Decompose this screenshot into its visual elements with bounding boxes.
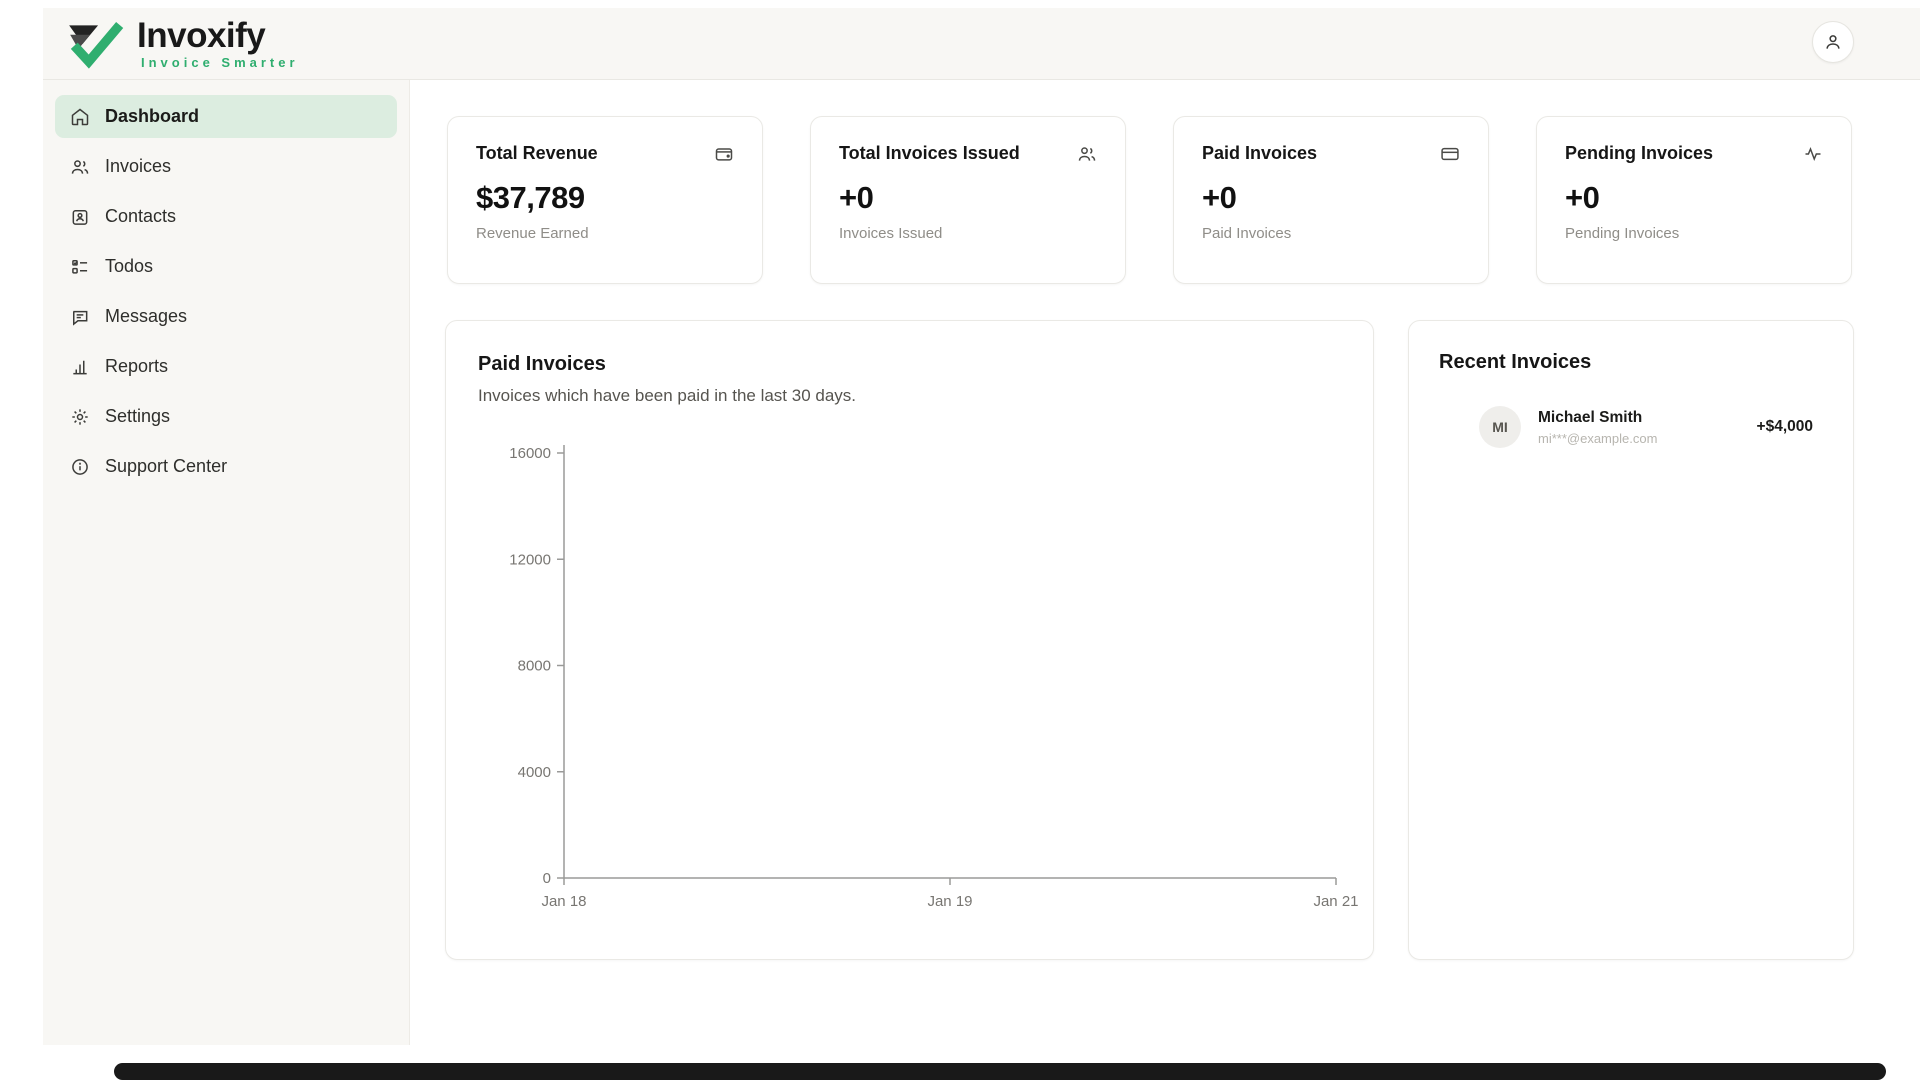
stat-caption: Pending Invoices: [1565, 225, 1680, 242]
users-icon: [70, 157, 90, 177]
stat-title: Total Invoices Issued: [839, 143, 1020, 163]
svg-text:8000: 8000: [518, 658, 551, 675]
gear-icon: [70, 407, 90, 427]
stats-row: Total Revenue $37,789 Revenue Earned Tot…: [447, 116, 1852, 284]
stat-value: +0: [1202, 180, 1237, 215]
sidebar-item-label: Todos: [105, 256, 154, 276]
svg-text:12000: 12000: [509, 551, 551, 568]
credit-card-icon: [1440, 144, 1460, 164]
content-row: Paid Invoices Invoices which have been p…: [445, 320, 1854, 960]
stat-title: Pending Invoices: [1565, 143, 1714, 163]
avatar: MI: [1479, 406, 1521, 448]
sidebar-item-invoices[interactable]: Invoices: [55, 145, 397, 188]
chart-title: Paid Invoices: [478, 353, 606, 375]
sidebar-item-label: Contacts: [105, 206, 177, 226]
contact-card-icon: [70, 207, 90, 227]
wallet-icon: [714, 144, 734, 164]
stat-caption: Revenue Earned: [476, 225, 589, 242]
paid-invoices-chart-card: Paid Invoices Invoices which have been p…: [445, 320, 1374, 960]
main-content: Total Revenue $37,789 Revenue Earned Tot…: [410, 80, 1920, 1045]
stat-title: Total Revenue: [476, 143, 598, 163]
chart-subtitle: Invoices which have been paid in the las…: [478, 386, 857, 405]
svg-text:16000: 16000: [509, 445, 551, 462]
recent-invoice-amount: +$4,000: [1756, 418, 1813, 435]
users-icon: [1077, 144, 1097, 164]
recent-invoices-list: MI Michael Smith mi***@example.com +$4,0…: [1439, 406, 1823, 448]
recent-invoice-name: Michael Smith: [1538, 408, 1643, 426]
sidebar-item-label: Invoices: [105, 156, 172, 176]
info-icon: [70, 457, 90, 477]
stat-value: $37,789: [476, 180, 585, 215]
sidebar-item-label: Dashboard: [105, 106, 200, 126]
brand-text: Invoxify Invoice Smarter: [137, 18, 299, 69]
recent-invoice-item[interactable]: MI Michael Smith mi***@example.com +$4,0…: [1479, 406, 1813, 448]
paid-invoices-chart: 0 4000 8000 12000 16000 Jan 18 Jan 19 Jan 21: [509, 445, 1359, 910]
bar-chart-icon: [70, 357, 90, 377]
stat-card-paid-invoices: Paid Invoices +0 Paid Invoices: [1173, 116, 1489, 284]
home-icon: [70, 107, 90, 127]
todo-list-icon: [70, 257, 90, 277]
sidebar-item-label: Messages: [105, 306, 188, 326]
stat-card-pending-invoices: Pending Invoices +0 Pending Invoices: [1536, 116, 1852, 284]
svg-text:Jan 19: Jan 19: [927, 893, 972, 910]
profile-button[interactable]: [1812, 21, 1854, 63]
brand-logo-icon: [69, 21, 124, 69]
stat-card-total-revenue: Total Revenue $37,789 Revenue Earned: [447, 116, 763, 284]
svg-text:Jan 18: Jan 18: [541, 893, 586, 910]
user-icon: [1826, 35, 1840, 49]
app-frame: Invoxify Invoice Smarter Dashboard Invoi…: [43, 8, 1920, 1045]
recent-invoice-info: Michael Smith mi***@example.com: [1538, 409, 1657, 446]
activity-icon: [1803, 144, 1823, 164]
svg-text:4000: 4000: [518, 764, 551, 781]
brand-tagline: Invoice Smarter: [141, 55, 299, 70]
recent-invoices-title: Recent Invoices: [1439, 351, 1592, 373]
brand-logo[interactable]: Invoxify Invoice Smarter: [65, 18, 299, 70]
sidebar: Dashboard Invoices Contacts Todos Messag…: [43, 80, 410, 1045]
sidebar-item-label: Support Center: [105, 456, 228, 476]
sidebar-item-label: Reports: [105, 356, 169, 376]
svg-text:0: 0: [543, 870, 551, 887]
sidebar-item-reports[interactable]: Reports: [55, 345, 397, 388]
app-header: Invoxify Invoice Smarter: [43, 8, 1920, 80]
sidebar-item-settings[interactable]: Settings: [55, 395, 397, 438]
sidebar-item-dashboard[interactable]: Dashboard: [55, 95, 397, 138]
brand-name: Invoxify: [137, 16, 266, 55]
sidebar-item-support-center[interactable]: Support Center: [55, 445, 397, 488]
bottom-bar: [114, 1063, 1886, 1080]
sidebar-item-contacts[interactable]: Contacts: [55, 195, 397, 238]
stat-card-total-invoices-issued: Total Invoices Issued +0 Invoices Issued: [810, 116, 1126, 284]
stat-title: Paid Invoices: [1202, 143, 1318, 163]
svg-text:Jan 21: Jan 21: [1313, 893, 1358, 910]
stat-value: +0: [1565, 180, 1600, 215]
sidebar-item-todos[interactable]: Todos: [55, 245, 397, 288]
recent-invoice-email: mi***@example.com: [1538, 430, 1658, 446]
message-icon: [70, 307, 90, 327]
recent-invoices-card: Recent Invoices MI Michael Smith mi***@e…: [1408, 320, 1854, 960]
sidebar-item-label: Settings: [105, 406, 171, 426]
stat-value: +0: [839, 180, 874, 215]
sidebar-item-messages[interactable]: Messages: [55, 295, 397, 338]
stat-caption: Invoices Issued: [839, 225, 943, 242]
stat-caption: Paid Invoices: [1202, 225, 1292, 242]
